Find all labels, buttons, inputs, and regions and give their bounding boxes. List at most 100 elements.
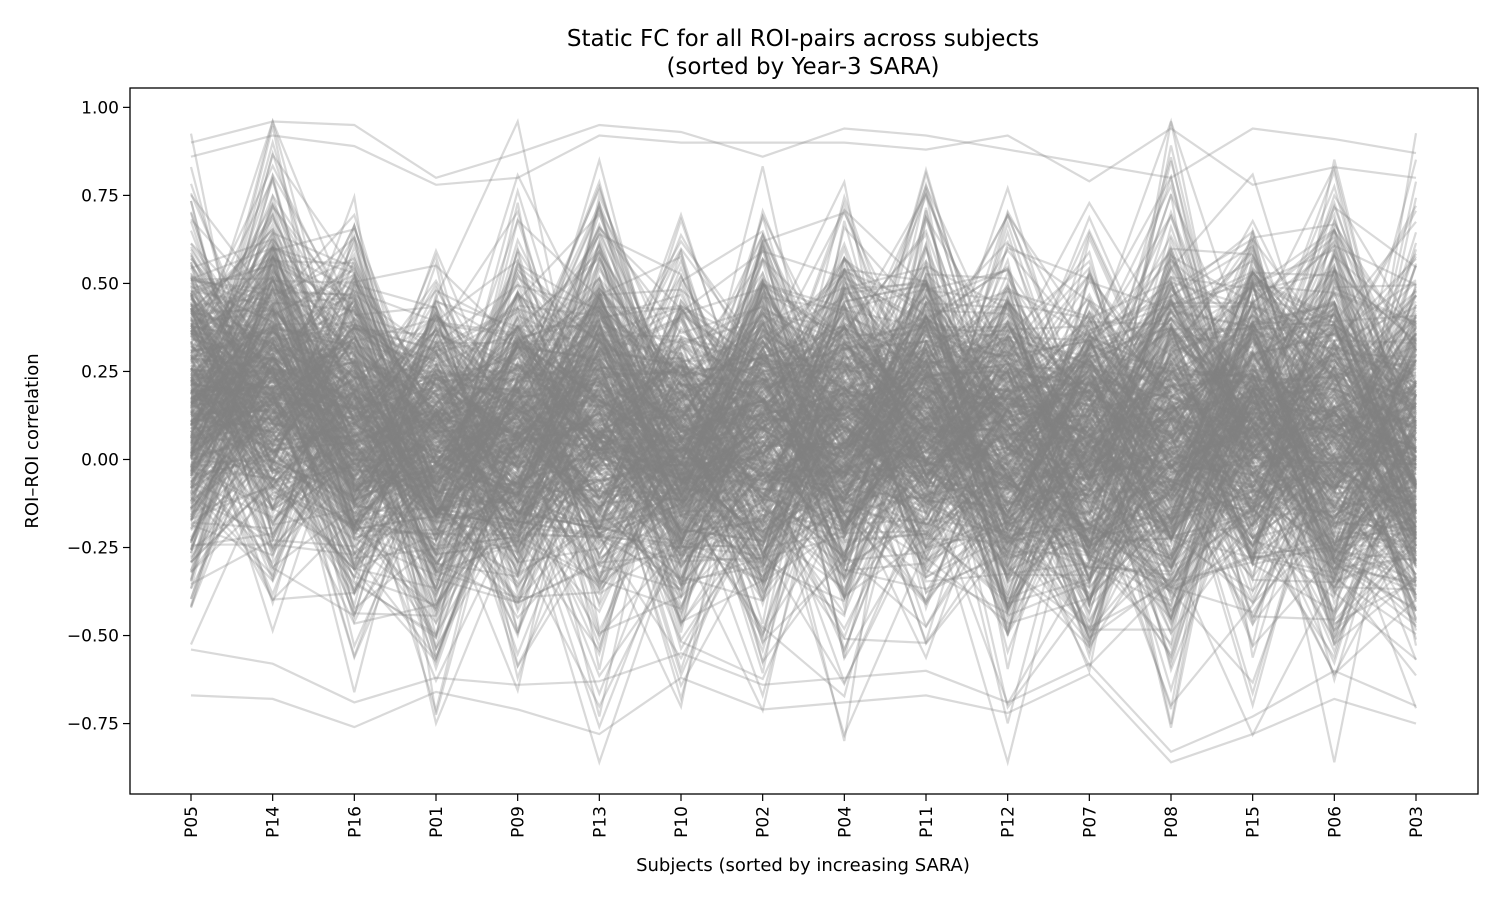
roi-pair-line — [189, 247, 1417, 572]
roi-pair-line — [190, 314, 1417, 599]
roi-pair-line — [190, 283, 1417, 582]
roi-pair-line — [190, 213, 1417, 556]
roi-pair-line — [189, 133, 1417, 569]
roi-pair-line — [190, 309, 1417, 554]
roi-pair-line — [190, 244, 1417, 535]
roi-pair-line — [190, 260, 1417, 574]
roi-pair-line — [190, 176, 1417, 569]
roi-pair-line — [189, 232, 1417, 611]
roi-pair-line — [190, 229, 1417, 543]
roi-pair-line — [190, 314, 1417, 540]
roi-pair-line — [189, 221, 1417, 638]
roi-pair-line — [190, 228, 1417, 599]
roi-pair-line — [190, 183, 1417, 521]
roi-pair-line — [189, 266, 1417, 649]
roi-pair-line — [189, 149, 1418, 550]
roi-pair-line — [190, 264, 1417, 674]
roi-pair-line — [190, 238, 1417, 667]
roi-pair-line — [190, 276, 1417, 624]
roi-pair-line — [189, 172, 1417, 600]
roi-pair-line — [190, 197, 1418, 662]
roi-pair-line — [190, 279, 1417, 526]
roi-pair-line — [190, 292, 1417, 661]
roi-pair-line — [190, 265, 1417, 579]
roi-pair-line — [190, 216, 1417, 611]
roi-pair-line — [190, 255, 1417, 674]
roi-pair-line — [189, 275, 1417, 596]
roi-pair-line — [190, 120, 1417, 180]
roi-pair-line — [190, 255, 1417, 580]
roi-pair-line — [190, 232, 1417, 670]
roi-pair-line — [190, 290, 1417, 687]
roi-pair-line — [190, 296, 1417, 700]
roi-pair-line — [190, 248, 1417, 534]
roi-pair-line — [190, 273, 1417, 536]
roi-pair-line — [190, 211, 1418, 554]
roi-pair-line — [190, 232, 1418, 646]
roi-pair-line — [190, 117, 1417, 586]
roi-pair-line — [190, 253, 1418, 627]
roi-pair-line — [190, 263, 1417, 580]
roi-pair-line — [190, 319, 1417, 563]
roi-pair-line — [189, 255, 1417, 710]
roi-pair-line — [189, 192, 1417, 600]
roi-pair-line — [190, 207, 1418, 618]
roi-pair-line — [190, 324, 1417, 538]
roi-pair-line — [190, 301, 1417, 588]
roi-pair-line — [190, 265, 1418, 581]
roi-pair-line — [189, 279, 1417, 658]
roi-pair-line — [190, 270, 1417, 569]
roi-pair-line — [190, 194, 1417, 610]
roi-pair-line — [190, 323, 1417, 639]
roi-pair-line — [189, 292, 1417, 611]
x-tick-label: P15 — [1244, 806, 1264, 838]
roi-pair-line — [190, 292, 1418, 640]
roi-pair-line — [190, 276, 1417, 646]
roi-pair-line — [190, 233, 1417, 596]
roi-pair-line — [190, 268, 1417, 636]
roi-pair-line — [190, 225, 1418, 607]
roi-pair-line — [190, 311, 1417, 539]
roi-pair-line — [190, 239, 1417, 534]
roi-pair-line — [190, 300, 1418, 557]
roi-pair-line — [190, 254, 1417, 656]
roi-pair-line — [189, 289, 1417, 664]
roi-pair-line — [190, 304, 1417, 573]
roi-pair-line — [189, 235, 1417, 598]
roi-pair-line — [190, 350, 1417, 596]
roi-pair-line — [190, 314, 1418, 684]
roi-pair-line — [190, 200, 1417, 553]
roi-pair-line — [189, 277, 1418, 601]
roi-pair-line — [189, 117, 1417, 607]
roi-pair-line — [190, 253, 1417, 615]
roi-pair-line — [190, 294, 1417, 703]
roi-pair-line — [190, 218, 1417, 728]
roi-pair-line — [190, 238, 1418, 638]
roi-pair-line — [190, 273, 1417, 521]
roi-pair-line — [190, 264, 1418, 568]
roi-pair-line — [190, 256, 1417, 634]
roi-pair-line — [190, 257, 1417, 640]
roi-pair-line — [190, 269, 1418, 672]
roi-pair-line — [189, 255, 1417, 603]
roi-pair-line — [190, 309, 1417, 550]
roi-pair-line — [190, 300, 1418, 567]
chart-title: Static FC for all ROI-pairs across subje… — [567, 26, 1039, 52]
roi-pair-line — [190, 316, 1417, 601]
roi-pair-line — [190, 192, 1417, 568]
roi-pair-line — [190, 279, 1417, 606]
roi-pair-line — [190, 293, 1417, 591]
roi-pair-line — [190, 265, 1418, 641]
roi-pair-line — [190, 275, 1417, 564]
roi-pair-line — [189, 192, 1417, 697]
roi-pair-line — [190, 210, 1417, 565]
roi-pair-line — [190, 296, 1418, 548]
roi-pair-line — [190, 212, 1417, 652]
roi-pair-line — [189, 289, 1417, 607]
roi-pair-line — [190, 310, 1417, 586]
roi-pair-line — [190, 249, 1418, 725]
roi-pair-line — [190, 354, 1417, 584]
roi-pair-line — [190, 672, 1417, 764]
roi-pair-line — [190, 315, 1417, 633]
roi-pair-line — [190, 201, 1417, 602]
